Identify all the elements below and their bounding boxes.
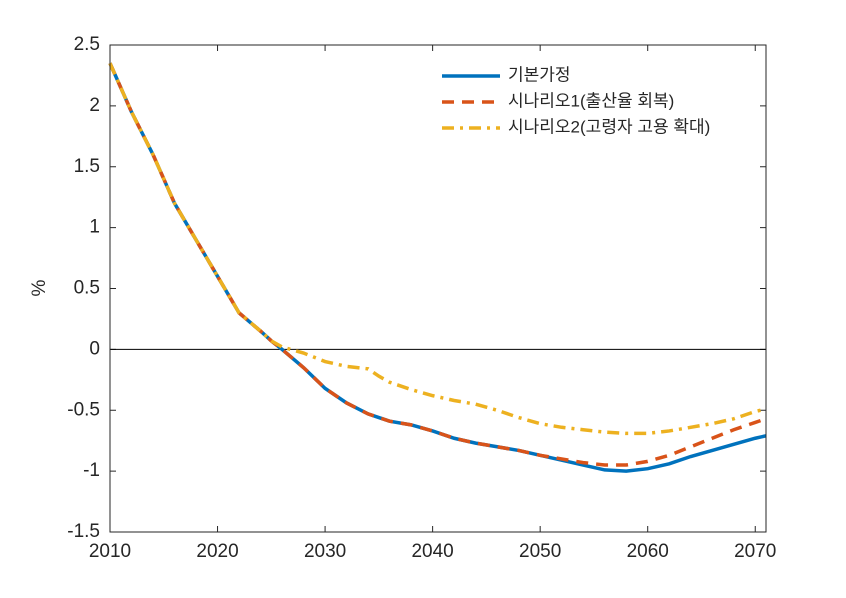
legend-label: 시나리오2(고령자 고용 확대) (508, 117, 710, 136)
x-tick-label: 2040 (411, 541, 453, 562)
x-tick-label: 2060 (627, 541, 669, 562)
plot-area (110, 45, 766, 532)
x-tick-label: 2020 (196, 541, 238, 562)
x-tick-label: 2030 (304, 541, 346, 562)
legend-label: 기본가정 (508, 65, 571, 84)
y-tick-label: 0 (89, 338, 100, 359)
series-line (108, 62, 767, 467)
y-tick-label: 1.5 (74, 156, 100, 177)
y-tick-label: -0.5 (67, 399, 100, 420)
x-tick-label: 2010 (89, 541, 131, 562)
y-tick-label: 2.5 (74, 34, 100, 55)
y-tick-label: -1.5 (67, 521, 100, 542)
axes-box (109, 44, 767, 533)
y-tick-label: 2 (89, 95, 100, 116)
x-tick-label: 2070 (734, 541, 776, 562)
legend-label: 시나리오1(출산율 회복) (508, 91, 674, 110)
x-tick-label: 2050 (519, 541, 561, 562)
y-tick-label: 1 (89, 217, 100, 238)
y-tick-label: -1 (83, 460, 100, 481)
y-axis-label: % (29, 279, 50, 296)
y-tick-label: 0.5 (74, 278, 100, 299)
